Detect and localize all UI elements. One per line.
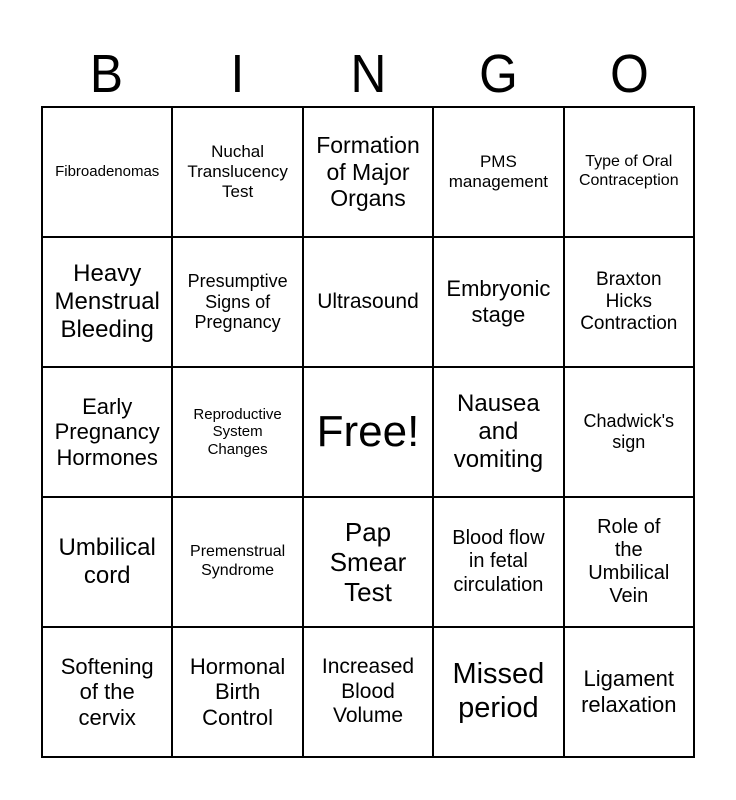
cell-text: Softening of the cervix — [60, 653, 154, 730]
bingo-cell[interactable]: Early Pregnancy Hormones — [42, 367, 173, 497]
bingo-cell[interactable]: Umbilical cord — [42, 497, 173, 627]
cell-text: Blood flow in fetal circulation — [452, 527, 545, 596]
cell-text: Fibroadenomas — [55, 163, 160, 181]
cell-text: Ligament relaxation — [581, 666, 677, 717]
bingo-letter-n: N — [350, 44, 386, 104]
cell-text: Formation of Major Organs — [316, 131, 420, 212]
bingo-cell[interactable]: Type of Oral Contraception — [563, 107, 694, 237]
bingo-letter-b: B — [89, 44, 123, 104]
cell-text: Embryonic stage — [446, 276, 551, 327]
bingo-cell[interactable]: Presumptive Signs of Pregnancy — [172, 237, 303, 367]
cell-text: Nausea and vomiting — [453, 390, 544, 473]
cell-text: Reproductive System Changes — [193, 405, 282, 458]
bingo-grid: Fibroadenomas Nuchal Translucency Test F… — [41, 106, 695, 758]
cell-text: Free! — [316, 407, 420, 457]
bingo-title: B I N G O — [41, 30, 695, 106]
bingo-cell[interactable]: Heavy Menstrual Bleeding — [42, 237, 173, 367]
bingo-card: B I N G O Fibroadenomas Nuchal Transluce… — [41, 0, 695, 758]
bingo-cell[interactable]: PMS management — [433, 107, 564, 237]
cell-text: Braxton Hicks Contraction — [580, 268, 678, 335]
bingo-cell[interactable]: Formation of Major Organs — [302, 107, 434, 237]
cell-text: Hormonal Birth Control — [189, 653, 286, 730]
cell-text: Early Pregnancy Hormones — [54, 393, 160, 470]
bingo-cell[interactable]: Hormonal Birth Control — [172, 627, 303, 757]
cell-text: Chadwick's sign — [583, 411, 675, 452]
cell-text: Heavy Menstrual Bleeding — [54, 260, 160, 343]
bingo-letter-i: I — [230, 44, 245, 104]
bingo-letter-o: O — [610, 44, 649, 104]
bingo-cell[interactable]: Reproductive System Changes — [172, 367, 303, 497]
bingo-cell[interactable]: Chadwick's sign — [563, 367, 694, 497]
cell-text: Role of the Umbilical Vein — [588, 515, 670, 608]
cell-text: Presumptive Signs of Pregnancy — [187, 270, 288, 333]
bingo-cell[interactable]: Role of the Umbilical Vein — [563, 497, 694, 627]
bingo-letter-g: G — [479, 44, 519, 104]
bingo-cell[interactable]: Ligament relaxation — [563, 627, 694, 757]
bingo-cell[interactable]: Nausea and vomiting — [433, 367, 564, 497]
bingo-cell[interactable]: Nuchal Translucency Test — [172, 107, 303, 237]
cell-text: Ultrasound — [317, 289, 419, 313]
bingo-cell-free[interactable]: Free! — [302, 367, 434, 497]
cell-text: Increased Blood Volume — [321, 655, 415, 728]
cell-text: Missed period — [452, 658, 545, 724]
bingo-cell[interactable]: Fibroadenomas — [42, 107, 173, 237]
cell-text: Type of Oral Contraception — [578, 153, 679, 189]
bingo-cell[interactable]: Pap Smear Test — [302, 497, 434, 627]
bingo-cell[interactable]: Premenstrual Syndrome — [172, 497, 303, 627]
bingo-cell[interactable]: Missed period — [433, 627, 564, 757]
cell-text: Nuchal Translucency Test — [187, 142, 288, 201]
bingo-cell[interactable]: Increased Blood Volume — [302, 627, 434, 757]
cell-text: Umbilical cord — [58, 534, 156, 589]
cell-text: PMS management — [448, 152, 548, 191]
bingo-cell[interactable]: Ultrasound — [302, 237, 434, 367]
cell-text: Premenstrual Syndrome — [190, 543, 286, 579]
cell-text: Pap Smear Test — [329, 516, 407, 608]
bingo-cell[interactable]: Embryonic stage — [433, 237, 564, 367]
bingo-cell[interactable]: Softening of the cervix — [42, 627, 173, 757]
bingo-cell[interactable]: Braxton Hicks Contraction — [563, 237, 694, 367]
bingo-cell[interactable]: Blood flow in fetal circulation — [433, 497, 564, 627]
